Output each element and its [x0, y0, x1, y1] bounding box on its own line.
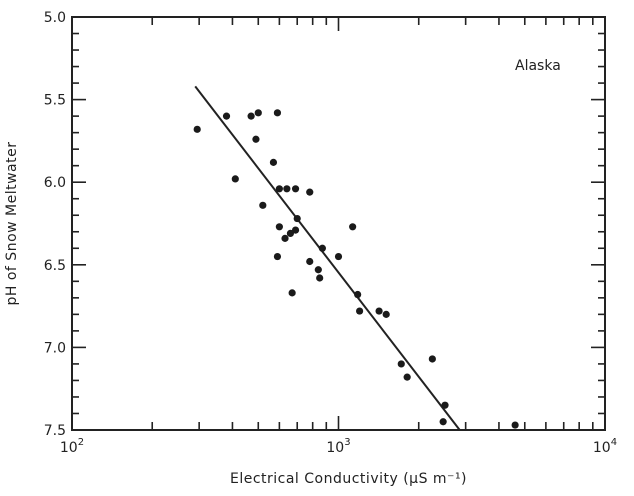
data-point [349, 223, 357, 231]
region-annotation: Alaska [515, 58, 561, 74]
data-point [275, 185, 283, 193]
data-point [334, 252, 343, 261]
y-tick-label: 5.5 [44, 93, 66, 109]
data-point [281, 234, 289, 242]
data-point [269, 158, 278, 166]
data-point [193, 125, 201, 133]
data-point [511, 421, 519, 429]
data-point [291, 185, 300, 193]
data-point [275, 223, 283, 231]
data-point [254, 109, 262, 117]
data-point [441, 401, 449, 409]
data-point [397, 360, 405, 368]
data-point [382, 310, 390, 318]
y-tick-label: 6.5 [44, 258, 66, 274]
x-tick-label: 102 [60, 437, 84, 456]
x-tick-label-base: 10 [60, 440, 78, 456]
x-axis-title: Electrical Conductivity (μS m⁻¹) [230, 471, 467, 487]
data-point [356, 307, 364, 315]
data-point [354, 290, 362, 299]
data-point [286, 229, 295, 238]
x-tick-label-exponent: 3 [344, 437, 350, 448]
plot-frame [71, 16, 606, 431]
data-point [428, 355, 436, 363]
data-point [439, 418, 447, 426]
data-point [306, 257, 314, 266]
data-point [252, 135, 260, 143]
data-point [283, 185, 291, 193]
x-tick-label: 104 [593, 437, 617, 456]
data-point [273, 109, 282, 117]
regression-line [194, 85, 461, 431]
data-point [375, 307, 383, 315]
y-tick-label: 7.5 [44, 423, 66, 439]
data-point [403, 373, 411, 381]
data-point [314, 266, 322, 274]
data-points [193, 109, 519, 429]
x-tick-label-base: 10 [326, 440, 344, 456]
data-point [316, 274, 324, 282]
x-tick-label-exponent: 2 [78, 437, 84, 448]
data-point [288, 289, 296, 297]
y-axis-title: pH of Snow Meltwater [4, 142, 20, 306]
data-point [231, 175, 239, 183]
y-tick-label: 5.0 [44, 10, 66, 26]
x-tick-label-base: 10 [593, 440, 611, 456]
data-point [259, 201, 267, 209]
data-point [247, 112, 255, 120]
ticks-layer [71, 16, 606, 431]
data-point [273, 252, 282, 261]
y-tick-label: 7.0 [44, 340, 66, 356]
data-point [291, 226, 300, 234]
data-point [222, 112, 231, 120]
y-tick-label: 6.0 [44, 175, 66, 191]
data-point [318, 244, 326, 252]
x-tick-label-exponent: 4 [611, 437, 617, 448]
data-point [293, 214, 301, 223]
data-point [306, 188, 314, 196]
x-tick-label: 103 [326, 437, 350, 456]
